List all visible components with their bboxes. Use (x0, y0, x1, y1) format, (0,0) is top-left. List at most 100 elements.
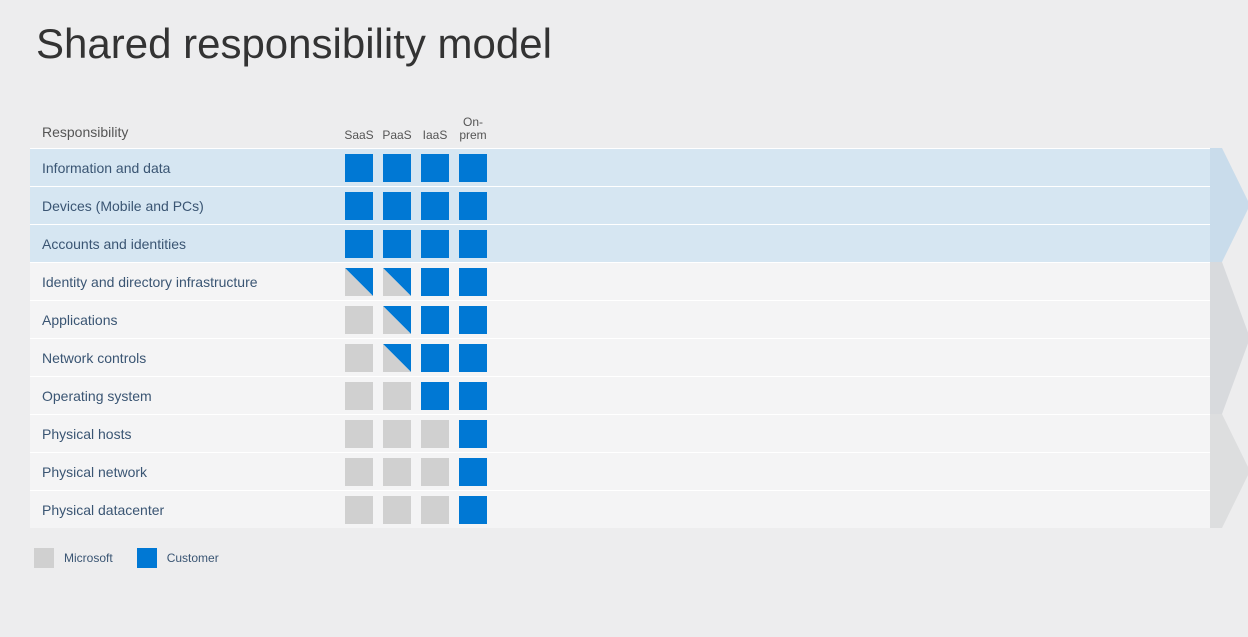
page-title: Shared responsibility model (36, 20, 1218, 68)
cell-microsoft (383, 420, 411, 448)
cell (416, 225, 454, 262)
cell (454, 415, 492, 452)
cell (340, 339, 378, 376)
cell (454, 263, 492, 300)
cell-customer (421, 268, 449, 296)
table-row: Physical network (30, 452, 1210, 490)
cell-customer (459, 496, 487, 524)
cell (340, 301, 378, 338)
header-iaas: IaaS (416, 104, 454, 144)
cell-customer (459, 458, 487, 486)
cell (378, 225, 416, 262)
table-row: Information and data (30, 148, 1210, 186)
table-row: Physical datacenter (30, 490, 1210, 528)
cell (454, 491, 492, 528)
cell (416, 453, 454, 490)
cell (378, 149, 416, 186)
cell-microsoft (421, 496, 449, 524)
table-row: Applications (30, 300, 1210, 338)
cell-microsoft (421, 420, 449, 448)
cell (340, 453, 378, 490)
cell-customer (459, 268, 487, 296)
cell (454, 339, 492, 376)
row-label: Identity and directory infrastructure (30, 263, 340, 300)
cell-customer (383, 192, 411, 220)
cell-microsoft (421, 458, 449, 486)
cell-microsoft (345, 344, 373, 372)
cell-customer (421, 306, 449, 334)
row-label: Physical hosts (30, 415, 340, 452)
cell (416, 301, 454, 338)
cell (454, 149, 492, 186)
cell-microsoft (345, 458, 373, 486)
cell (378, 453, 416, 490)
cell (378, 415, 416, 452)
legend-customer-label: Customer (167, 551, 219, 565)
cell (378, 301, 416, 338)
cell-customer (459, 382, 487, 410)
table-row: Identity and directory infrastructure (30, 262, 1210, 300)
row-label: Applications (30, 301, 340, 338)
cell (340, 149, 378, 186)
cell-customer (421, 344, 449, 372)
cell (340, 225, 378, 262)
row-label: Information and data (30, 149, 340, 186)
cell-microsoft (345, 306, 373, 334)
cell-shared (345, 268, 373, 296)
cell-customer (459, 344, 487, 372)
legend-microsoft: Microsoft (34, 548, 113, 568)
chart-area: RESPONSIBILITY ALWAYS RETAINED BY CUSTOM… (30, 104, 1210, 528)
cell-microsoft (345, 496, 373, 524)
cell-shared (383, 268, 411, 296)
cell (454, 377, 492, 414)
header-saas: SaaS (340, 104, 378, 144)
cell (454, 301, 492, 338)
header-onprem: On-prem (454, 104, 492, 144)
cell-customer (345, 230, 373, 258)
table-row: Operating system (30, 376, 1210, 414)
legend-customer-swatch (137, 548, 157, 568)
legend-microsoft-label: Microsoft (64, 551, 113, 565)
cell-customer (345, 192, 373, 220)
cell (340, 263, 378, 300)
cell (340, 491, 378, 528)
cell (416, 491, 454, 528)
cell-microsoft (383, 496, 411, 524)
cell-customer (421, 192, 449, 220)
cell (454, 453, 492, 490)
cell-shared (383, 344, 411, 372)
cell (340, 187, 378, 224)
row-label: Devices (Mobile and PCs) (30, 187, 340, 224)
cell-microsoft (383, 458, 411, 486)
table-row: Accounts and identities (30, 224, 1210, 262)
cell (378, 187, 416, 224)
cell (454, 225, 492, 262)
cell (454, 187, 492, 224)
cell (378, 263, 416, 300)
cell (378, 339, 416, 376)
responsibility-table: Responsibility SaaS PaaS IaaS On-prem In… (30, 104, 1210, 528)
cell-customer (421, 382, 449, 410)
cell-customer (459, 420, 487, 448)
row-label: Accounts and identities (30, 225, 340, 262)
cell-microsoft (345, 420, 373, 448)
row-label: Physical datacenter (30, 491, 340, 528)
cell (416, 149, 454, 186)
legend-microsoft-swatch (34, 548, 54, 568)
table-row: Devices (Mobile and PCs) (30, 186, 1210, 224)
row-label: Operating system (30, 377, 340, 414)
row-label: Network controls (30, 339, 340, 376)
cell (340, 415, 378, 452)
legend-customer: Customer (137, 548, 219, 568)
cell-microsoft (383, 382, 411, 410)
cell (340, 377, 378, 414)
cell-customer (459, 192, 487, 220)
cell-customer (421, 230, 449, 258)
cell-customer (459, 306, 487, 334)
cell-microsoft (345, 382, 373, 410)
cell (416, 377, 454, 414)
cell-shared (383, 306, 411, 334)
table-row: Network controls (30, 338, 1210, 376)
cell-customer (421, 154, 449, 182)
cell-customer (383, 154, 411, 182)
